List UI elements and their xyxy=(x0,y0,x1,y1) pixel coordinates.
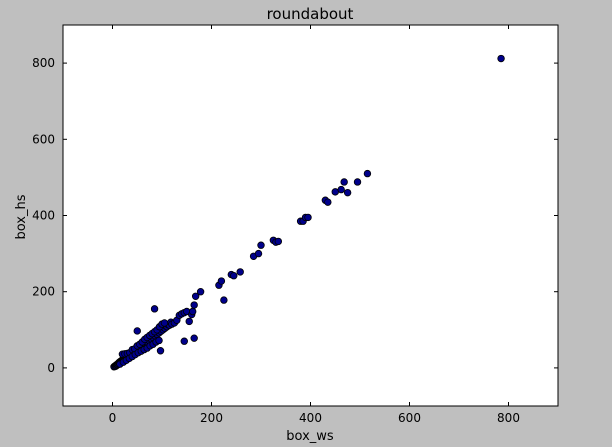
scatter-point xyxy=(188,307,197,316)
y-tick-label: 800 xyxy=(32,56,55,70)
scatter-point xyxy=(156,347,165,355)
y-tick-label: 200 xyxy=(32,285,55,299)
scatter-point xyxy=(155,336,163,345)
scatter-point xyxy=(150,305,159,313)
scatter-point xyxy=(353,178,362,186)
x-tick-label: 200 xyxy=(200,411,223,425)
scatter-point xyxy=(363,169,372,178)
scatter-point xyxy=(217,277,226,285)
scatter-point xyxy=(160,319,169,327)
scatter-point xyxy=(196,288,205,296)
scatter-point xyxy=(343,188,352,197)
ticks-layer: 0 200 400 600 800 0 200 400 600 800 xyxy=(32,25,558,425)
y-tick-label: 0 xyxy=(47,361,55,375)
scatter-point xyxy=(340,178,348,186)
scatter-point xyxy=(190,301,198,309)
scatter-point xyxy=(236,268,244,276)
y-tick-label: 400 xyxy=(32,209,55,223)
scatter-point xyxy=(254,249,263,258)
scatter-point xyxy=(220,296,228,304)
x-axis-label: box_ws xyxy=(286,429,334,444)
x-tick-label: 600 xyxy=(398,411,421,425)
y-axis-label: box_hs xyxy=(14,194,29,239)
scatter-point xyxy=(190,334,198,342)
scatter-point xyxy=(274,237,283,246)
scatter-point xyxy=(497,54,505,63)
scatter-point xyxy=(230,272,238,280)
scatter-point xyxy=(191,292,200,300)
scatter-point xyxy=(180,337,188,345)
x-tick-label: 0 xyxy=(109,411,117,425)
scatter-point xyxy=(324,198,332,206)
scatter-point xyxy=(133,327,141,335)
x-tick-label: 400 xyxy=(299,411,322,425)
scatter-point xyxy=(185,317,193,326)
scatter-point xyxy=(257,241,265,249)
x-tick-label: 800 xyxy=(497,411,520,425)
chart-title: roundabout xyxy=(267,5,354,23)
scatter-point xyxy=(337,185,345,194)
points-layer xyxy=(110,54,505,371)
scatter-point xyxy=(304,213,312,222)
y-tick-label: 600 xyxy=(32,132,55,146)
